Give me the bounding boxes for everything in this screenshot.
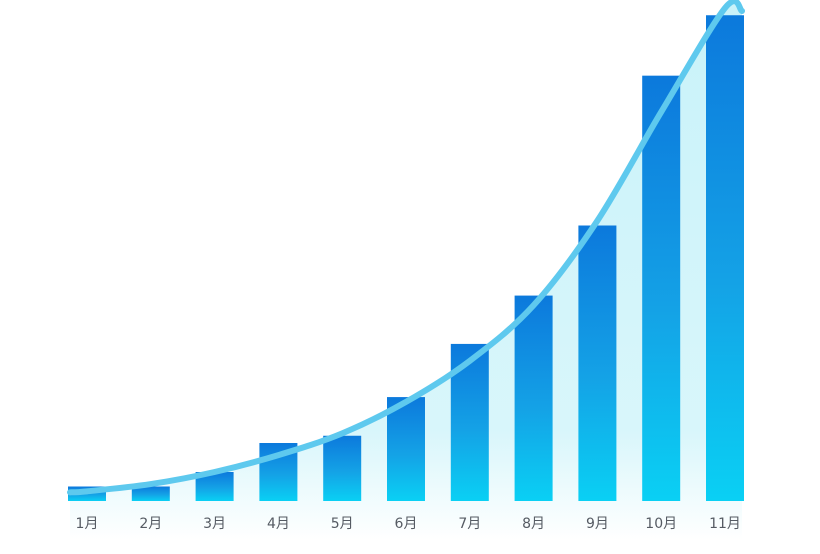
- bar-10月: [642, 75, 681, 502]
- bar-11月: [706, 15, 744, 501]
- x-tick-label: 7月: [458, 516, 481, 532]
- x-tick-label: 3月: [203, 516, 226, 532]
- x-tick-label: 1月: [76, 516, 99, 532]
- x-tick-label: 11月: [709, 516, 741, 532]
- trend-area: [70, 1, 742, 541]
- bar-6月: [387, 397, 425, 501]
- trend-area-fill: [70, 1, 742, 541]
- x-tick-label: 8月: [522, 516, 545, 532]
- x-tick-label: 5月: [331, 516, 354, 532]
- trend-line: [67, 0, 745, 496]
- x-tick-label: 9月: [586, 516, 609, 532]
- x-tick-label: 10月: [645, 516, 677, 532]
- x-tick-label: 4月: [267, 516, 290, 532]
- bar-5月: [323, 435, 362, 501]
- x-axis-labels: 1月 2月 3月 4月 5月 6月 7月 8月 9月 10月 11月: [76, 516, 741, 532]
- x-tick-label: 2月: [139, 516, 162, 532]
- bar-9月: [578, 225, 617, 501]
- bar-2月: [131, 486, 170, 501]
- trend-line-group: [67, 0, 745, 496]
- bar-8月: [514, 295, 553, 501]
- bars: [68, 15, 744, 502]
- x-tick-label: 6月: [395, 516, 418, 532]
